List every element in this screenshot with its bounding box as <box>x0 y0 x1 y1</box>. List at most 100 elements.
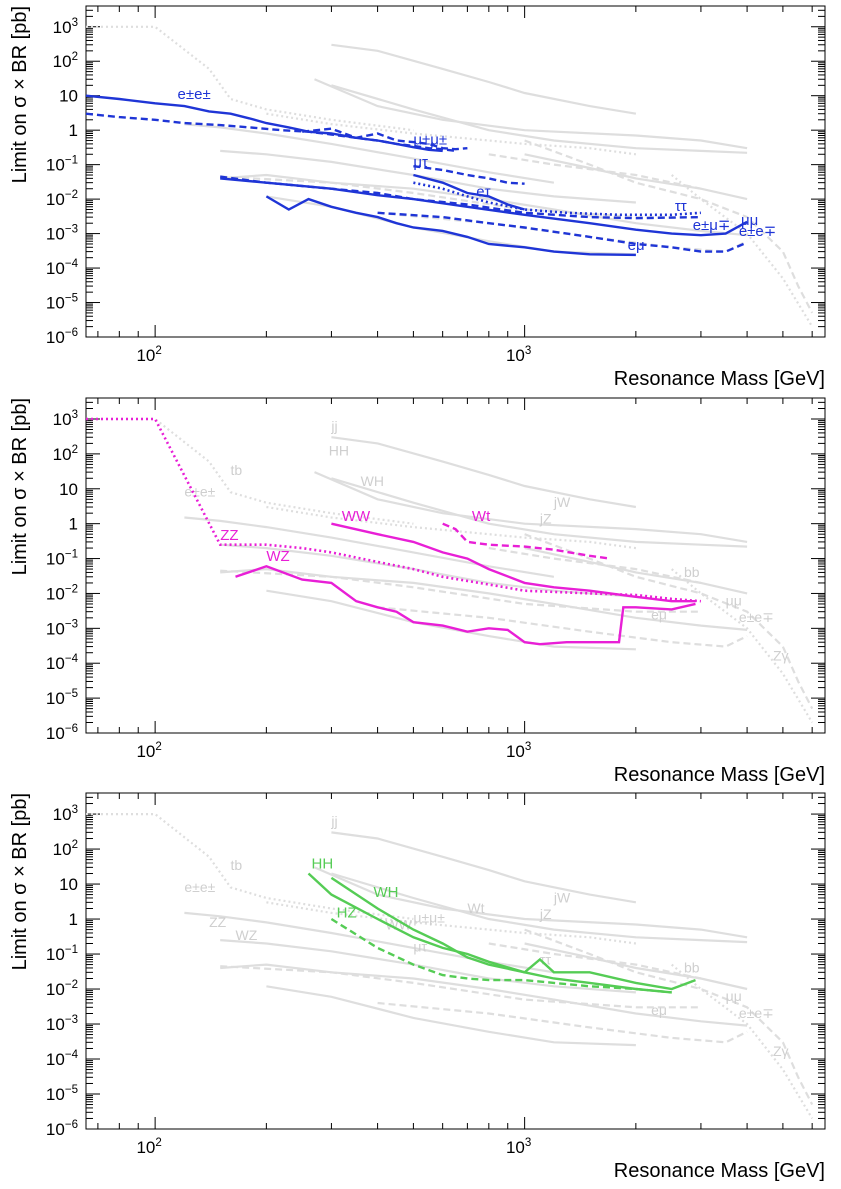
reference-curve <box>266 589 636 651</box>
reference-label: μ±μ± <box>413 909 445 925</box>
y-tick-label: 10−2 <box>46 979 78 999</box>
y-tick-label: 10−2 <box>46 583 78 603</box>
reference-label: jj <box>330 418 337 434</box>
reference-label: bb <box>684 959 700 975</box>
reference-label: jZ <box>539 906 552 922</box>
y-tick-label: 10−4 <box>46 1049 79 1069</box>
reference-label: μμ <box>726 988 742 1004</box>
y-tick-label: 10 <box>59 87 78 106</box>
series-label: eτ <box>476 183 490 200</box>
reference-label: tb <box>231 857 243 873</box>
reference-curve <box>524 139 814 314</box>
reference-curve <box>266 112 637 156</box>
y-tick-label: 102 <box>53 839 78 859</box>
y-tick-label: 10−1 <box>46 944 78 964</box>
reference-curve <box>220 965 701 1009</box>
y-tick-label: 10−6 <box>46 1119 78 1139</box>
reference-curve <box>266 985 636 1047</box>
y-tick-label: 102 <box>53 444 78 464</box>
series-label: ZZ <box>220 527 238 544</box>
reference-curve <box>331 831 637 904</box>
series-line-4 <box>413 173 525 211</box>
series-line-4 <box>442 522 610 560</box>
y-tick-label: 10−6 <box>46 723 78 743</box>
reference-label: ZZ <box>209 914 227 930</box>
plot-area <box>86 25 814 328</box>
reference-label: eμ <box>651 606 667 622</box>
x-tick-label: 103 <box>506 741 531 761</box>
reference-label: Wt <box>467 900 484 916</box>
reference-curve <box>488 942 702 980</box>
series-label: μτ <box>413 154 428 171</box>
plot-frame <box>85 792 826 1130</box>
x-tick-label: 102 <box>136 1137 161 1157</box>
y-tick-label: 1 <box>69 121 78 140</box>
series-label: e±μ∓ <box>693 217 731 234</box>
series-label: e±e± <box>178 86 211 103</box>
series-line-10 <box>265 195 636 257</box>
chart-panel-1: 102 103 10−6 10−5 10−4 10−3 10−2 10−1 1 10 102 103 R… <box>9 5 826 390</box>
y-axis-label: Limit on σ × BR [pb] <box>9 6 31 183</box>
y-tick-label: 10−5 <box>46 1084 78 1104</box>
reference-curve <box>314 78 748 150</box>
reference-curve <box>184 123 555 184</box>
y-tick-label: 103 <box>53 409 78 429</box>
plot-frame <box>85 397 826 734</box>
reference-curve <box>86 417 414 525</box>
reference-label: bb <box>684 564 700 580</box>
series-label: eμ <box>628 237 645 254</box>
reference-label: e±e± <box>184 879 215 895</box>
series-label: e±e∓ <box>739 223 777 240</box>
reference-curve <box>377 1001 748 1044</box>
series-label: HH <box>312 855 334 872</box>
reference-label: HH <box>329 442 349 458</box>
reference-label: jZ <box>539 511 552 527</box>
reference-curve <box>524 928 814 1106</box>
reference-curves <box>86 813 814 1120</box>
y-tick-label: 103 <box>53 804 78 824</box>
reference-curve <box>670 174 814 328</box>
reference-curve <box>314 866 748 939</box>
x-tick-label: 103 <box>506 345 531 365</box>
reference-curve <box>86 813 414 921</box>
x-axis-ticks <box>97 6 813 337</box>
series-line-3 <box>331 522 696 603</box>
series-line-1 <box>86 417 702 603</box>
reference-label: WZ <box>235 927 257 943</box>
chart-panel-3: 102 103 10−6 10−5 10−4 10−3 10−2 10−1 1 10 102 103 R… <box>9 792 826 1182</box>
reference-label: e±e∓ <box>739 1005 774 1021</box>
series-label: WZ <box>266 548 289 565</box>
y-tick-label: 1 <box>69 515 78 534</box>
reference-label: Zγ <box>773 1043 789 1059</box>
series-group <box>86 417 702 646</box>
y-tick-label: 1 <box>69 910 78 929</box>
y-tick-label: 10−2 <box>46 189 78 209</box>
reference-curves <box>86 417 814 724</box>
reference-label: ττ <box>540 952 552 968</box>
series-line-3 <box>330 917 672 994</box>
y-tick-label: 102 <box>53 51 78 71</box>
y-tick-label: 10−5 <box>46 293 78 313</box>
reference-curve <box>331 436 637 509</box>
y-axis-ticks <box>86 5 825 338</box>
series-label: HZ <box>337 905 357 922</box>
series-line-2 <box>330 876 696 991</box>
reference-curve <box>331 477 748 548</box>
series-group <box>307 872 696 994</box>
reference-label: μμ <box>726 593 742 609</box>
x-axis-label: Resonance Mass [GeV] <box>614 368 825 390</box>
plot-frame <box>85 5 826 338</box>
reference-curve <box>220 963 748 1027</box>
x-axis-label: Resonance Mass [GeV] <box>614 764 825 786</box>
reference-label: jW <box>553 494 571 510</box>
reference-curve <box>670 568 814 724</box>
y-axis-ticks <box>86 397 825 734</box>
x-tick-label: 103 <box>506 1137 531 1157</box>
reference-label: WW <box>385 917 412 933</box>
series-label: μ±μ± <box>413 132 447 149</box>
series-group <box>86 94 748 257</box>
reference-label: e±e∓ <box>739 609 774 625</box>
reference-curve <box>331 43 637 115</box>
